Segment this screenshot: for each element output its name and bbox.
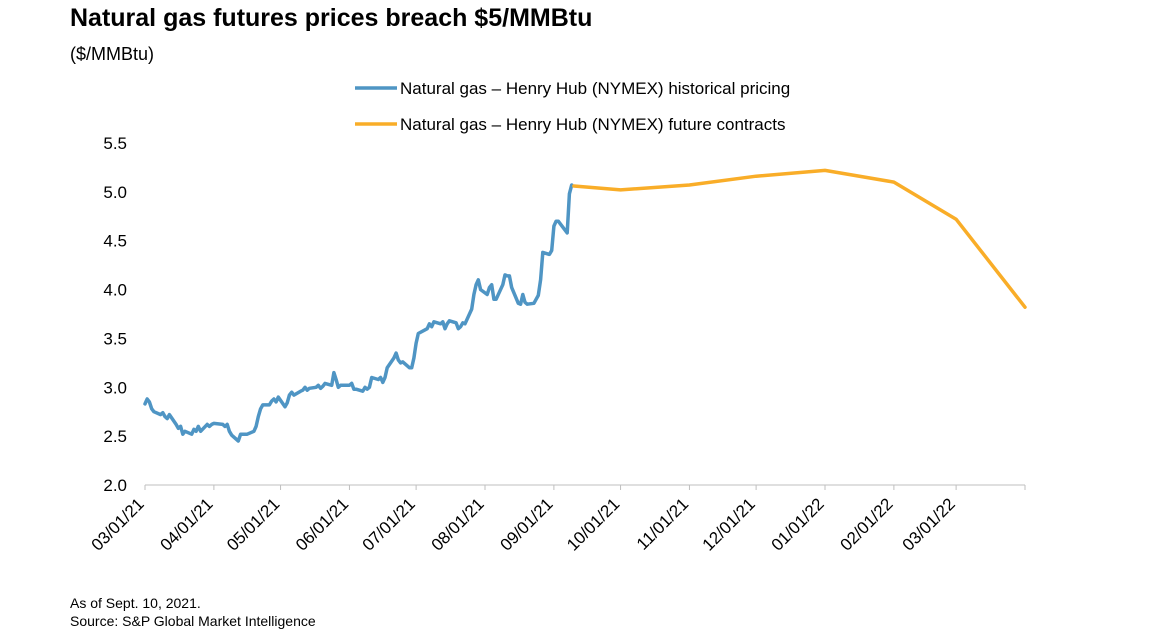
x-tick-label: 04/01/21: [156, 494, 216, 554]
x-tick-label: 09/01/21: [496, 494, 556, 554]
x-tick-label: 01/01/22: [768, 494, 828, 554]
x-axis: 03/01/21 04/01/21 05/01/21 06/01/21 07/01/21…: [88, 484, 1026, 555]
legend-item-futures: Natural gas – Henry Hub (NYMEX) future c…: [355, 115, 785, 134]
x-tick-label: 12/01/21: [699, 494, 759, 554]
source-note: Source: S&P Global Market Intelligence: [70, 613, 316, 629]
y-tick-label: 2.5: [103, 427, 127, 446]
x-tick-label: 03/01/22: [899, 494, 959, 554]
series-line-futures: [572, 168, 1027, 309]
chart-subtitle: ($/MMBtu): [70, 44, 155, 64]
x-tick-label: 03/01/21: [88, 494, 148, 554]
y-axis: 2.0 2.5 3.0 3.5 4.0 4.5 5.0 5.5: [103, 134, 127, 495]
y-tick-label: 4.5: [103, 232, 127, 251]
x-tick-label: 08/01/21: [428, 494, 488, 554]
series-line-historical: [143, 183, 574, 443]
x-tick-label: 05/01/21: [223, 494, 283, 554]
x-tick-label: 07/01/21: [359, 494, 419, 554]
y-tick-label: 5.5: [103, 134, 127, 153]
as-of-note: As of Sept. 10, 2021.: [70, 595, 201, 611]
y-tick-label: 2.0: [103, 476, 127, 495]
x-tick-label: 06/01/21: [292, 494, 352, 554]
y-tick-label: 3.5: [103, 329, 127, 348]
legend-label-futures: Natural gas – Henry Hub (NYMEX) future c…: [400, 115, 785, 134]
x-tick-label: 11/01/21: [633, 494, 692, 553]
legend-item-historical: Natural gas – Henry Hub (NYMEX) historic…: [355, 79, 790, 98]
y-tick-label: 4.0: [103, 281, 127, 300]
legend-label-historical: Natural gas – Henry Hub (NYMEX) historic…: [400, 79, 790, 98]
series-layer: [143, 168, 1027, 443]
y-tick-label: 3.0: [103, 378, 127, 397]
footnote: As of Sept. 10, 2021. Source: S&P Global…: [70, 594, 316, 630]
line-chart: Natural gas – Henry Hub (NYMEX) historic…: [88, 79, 1027, 555]
legend: Natural gas – Henry Hub (NYMEX) historic…: [355, 79, 790, 134]
x-tick-label: 10/01/21: [563, 494, 623, 554]
chart-title: Natural gas futures prices breach $5/MMB…: [70, 4, 593, 32]
y-tick-label: 5.0: [103, 183, 127, 202]
x-tick-label: 02/01/22: [836, 494, 896, 554]
